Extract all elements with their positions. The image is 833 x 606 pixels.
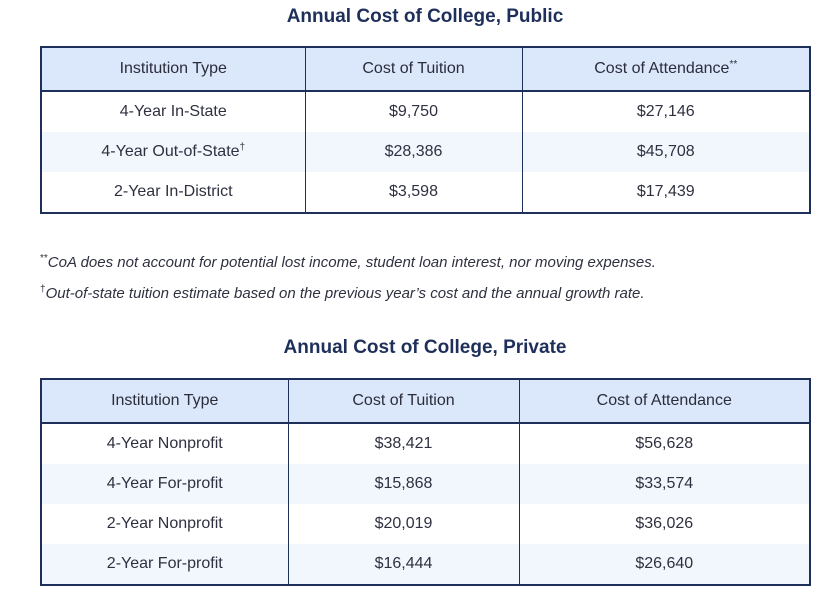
- institution-cell: 4-Year Nonprofit: [106, 435, 223, 452]
- institution-label: 4-Year Out-of-State: [101, 143, 240, 160]
- attendance-cell: $26,640: [518, 544, 810, 585]
- attendance-cell: $27,146: [521, 91, 810, 132]
- table-header-row: Institution Type Cost of Tuition Cost of…: [41, 379, 810, 424]
- institution-cell: 4-Year In-State: [119, 103, 227, 120]
- tuition-header: Cost of Tuition: [287, 379, 519, 424]
- attendance-cell: $56,628: [518, 423, 810, 464]
- institution-cell: 4-Year Out-of-State†: [41, 132, 305, 172]
- public-cost-table: Institution Type Cost of Tuition Cost of…: [40, 46, 811, 214]
- tuition-header: Cost of Tuition: [304, 47, 522, 92]
- institution-cell: 4-Year For-profit: [41, 464, 288, 504]
- footnote-text: Out-of-state tuition estimate based on t…: [45, 285, 645, 302]
- footnote-coa: **CoA does not account for potential los…: [40, 251, 820, 282]
- public-table-title: Annual Cost of College, Public: [286, 6, 564, 27]
- tuition-cell: $38,421: [287, 423, 519, 464]
- table-row: 2-Year In-District $3,598 $17,439: [41, 172, 810, 213]
- tuition-cell: $28,386: [304, 132, 522, 172]
- institution-type-header: Institution Type: [41, 379, 288, 424]
- institution-cell: 2-Year For-profit: [41, 544, 288, 585]
- attendance-header-label: Cost of Attendance: [594, 60, 730, 77]
- footnote-mark: **: [40, 253, 48, 264]
- table-header-row: Institution Type Cost of Tuition Cost of…: [41, 47, 810, 92]
- tuition-cell: $3,598: [304, 172, 522, 213]
- institution-cell: 2-Year Nonprofit: [106, 515, 223, 532]
- tuition-cell: $15,868: [287, 464, 519, 504]
- attendance-cell: $17,439: [521, 172, 810, 213]
- institution-type-header: Institution Type: [41, 47, 305, 92]
- attendance-header: Cost of Attendance: [518, 379, 810, 424]
- table-row: 2-Year For-profit $16,444 $26,640: [41, 544, 810, 585]
- tuition-cell: $20,019: [287, 504, 519, 544]
- out-of-state-footnote-mark: †: [239, 142, 246, 153]
- private-cost-table: Institution Type Cost of Tuition Cost of…: [40, 378, 811, 586]
- tuition-cell: $16,444: [287, 544, 519, 585]
- table-row: 4-Year For-profit $15,868 $33,574: [41, 464, 810, 504]
- attendance-header: Cost of Attendance**: [521, 47, 810, 92]
- attendance-cell: $33,574: [518, 464, 810, 504]
- private-table-title: Annual Cost of College, Private: [283, 337, 567, 358]
- footnote-out-of-state: †Out-of-state tuition estimate based on …: [40, 282, 820, 313]
- table-row: 2-Year Nonprofit $20,019 $36,026: [41, 504, 810, 544]
- table-row: 4-Year Out-of-State† $28,386 $45,708: [41, 132, 810, 172]
- table-row: 4-Year In-State $9,750 $27,146: [41, 91, 810, 132]
- tuition-cell: $9,750: [304, 91, 522, 132]
- attendance-footnote-mark: **: [729, 59, 738, 70]
- institution-cell: 2-Year In-District: [113, 183, 233, 200]
- footnote-text: CoA does not account for potential lost …: [47, 254, 656, 271]
- table-row: 4-Year Nonprofit $38,421 $56,628: [41, 423, 810, 464]
- attendance-cell: $36,026: [518, 504, 810, 544]
- footnote-mark: †: [40, 284, 46, 295]
- footnotes: **CoA does not account for potential los…: [40, 251, 820, 313]
- attendance-cell: $45,708: [521, 132, 810, 172]
